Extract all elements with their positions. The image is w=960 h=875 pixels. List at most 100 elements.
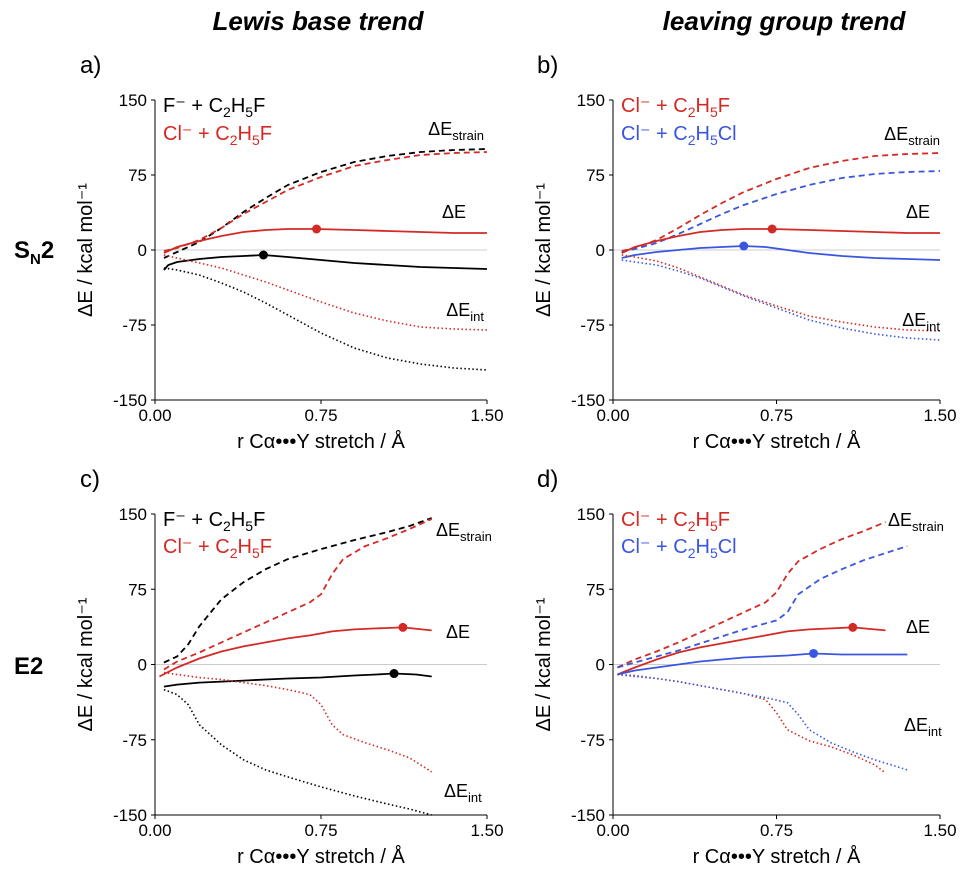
annotation-label: ΔEstrain <box>428 119 484 143</box>
y-tick-label: 150 <box>577 91 605 110</box>
row-label-sn2: SN2 <box>14 237 54 268</box>
series-line-blue-solid <box>617 652 908 676</box>
ts-marker-red <box>312 224 322 234</box>
y-tick-label: -150 <box>571 391 605 410</box>
y-tick-label: 150 <box>577 505 605 524</box>
x-tick-label: 0.75 <box>760 406 793 425</box>
ts-marker-red <box>398 622 408 632</box>
y-axis-label: ΔE / kcal mol⁻¹ <box>533 183 555 317</box>
y-tick-label: -150 <box>571 806 605 825</box>
y-tick-label: 0 <box>138 656 147 675</box>
annotation-label: ΔEint <box>904 715 942 739</box>
panel-letter: a) <box>80 52 101 79</box>
x-tick-label: 0.75 <box>304 406 337 425</box>
ts-marker-black <box>258 250 268 260</box>
y-axis-label: ΔE / kcal mol⁻¹ <box>75 597 97 731</box>
legend-entry: Cl⁻ + C2H5F <box>621 509 730 534</box>
y-tick-label: -75 <box>122 731 147 750</box>
x-tick-label: 1.50 <box>470 406 503 425</box>
annotation-label: ΔEstrain <box>436 520 492 544</box>
series-line-red-dot <box>617 673 886 774</box>
y-tick-label: 0 <box>138 241 147 260</box>
series-line-blue-solid <box>621 245 941 261</box>
annotation-label: ΔE <box>906 617 930 637</box>
annotation-label: ΔEint <box>902 310 940 334</box>
series-line-red-dash <box>163 151 488 252</box>
y-tick-label: 75 <box>128 166 147 185</box>
ts-marker-red <box>767 224 777 234</box>
y-tick-label: -75 <box>122 316 147 335</box>
series-line-red-dash <box>163 518 433 671</box>
legend-entry: Cl⁻ + C2H5F <box>163 123 272 148</box>
ts-marker-blue <box>739 241 749 251</box>
y-tick-label: 75 <box>128 580 147 599</box>
x-tick-label: 0.00 <box>138 821 171 840</box>
legend-entry: Cl⁻ + C2H5F <box>163 536 272 561</box>
series-line-black-dash <box>163 517 433 664</box>
y-tick-label: 0 <box>596 656 605 675</box>
row-label-e2: E2 <box>14 653 43 680</box>
y-tick-label: 0 <box>596 241 605 260</box>
series-line-red-solid <box>163 228 487 254</box>
x-tick-label: 0.00 <box>596 821 629 840</box>
series-line-red-dash <box>617 521 886 669</box>
series-line-black-dash <box>163 148 488 259</box>
x-tick-label: 1.50 <box>923 406 956 425</box>
legend-entry: F⁻ + C2H5F <box>163 95 265 120</box>
x-tick-label: 0.00 <box>138 406 171 425</box>
series-line-blue-dot <box>617 673 908 771</box>
annotation-label: ΔE <box>442 202 466 222</box>
series-line-blue-dash <box>617 545 908 669</box>
annotation-label: ΔEint <box>444 781 482 805</box>
annotation-label: ΔEint <box>446 300 484 324</box>
ts-marker-red <box>848 622 858 632</box>
legend-entry: Cl⁻ + C2H5F <box>621 95 730 120</box>
series-line-black-solid <box>163 254 488 271</box>
annotation-label: ΔEstrain <box>884 124 940 148</box>
series-line-blue-dash <box>621 170 941 253</box>
panel-letter: d) <box>537 466 558 493</box>
x-axis-label: r Cα•••Y stretch / Å <box>693 430 861 453</box>
annotation-label: ΔE <box>446 622 470 642</box>
series-line-red-dot <box>163 254 488 331</box>
series-line-black-dot <box>163 688 432 816</box>
y-axis-label: ΔE / kcal mol⁻¹ <box>533 597 555 731</box>
y-tick-label: 75 <box>586 166 605 185</box>
x-axis-label: r Cα•••Y stretch / Å <box>693 845 861 868</box>
series-line-red-dash <box>621 152 941 252</box>
y-tick-label: 150 <box>119 91 147 110</box>
legend-entry: F⁻ + C2H5F <box>163 509 265 534</box>
panel-letter: c) <box>80 466 100 493</box>
y-axis-label: ΔE / kcal mol⁻¹ <box>75 183 97 317</box>
series-line-black-dot <box>163 267 488 371</box>
series-line-red-dot <box>163 671 433 773</box>
y-tick-label: -75 <box>580 316 605 335</box>
series-line-red-solid <box>621 228 940 254</box>
legend-entry: Cl⁻ + C2H5Cl <box>621 536 737 561</box>
header-right: leaving group trend <box>663 6 907 36</box>
header-left: Lewis base trend <box>213 6 425 36</box>
series-line-red-solid <box>158 626 432 678</box>
legend-entry: Cl⁻ + C2H5Cl <box>621 123 737 148</box>
annotation-label: ΔEstrain <box>888 510 944 534</box>
y-tick-label: 150 <box>119 505 147 524</box>
x-tick-label: 0.00 <box>596 406 629 425</box>
panel-letter: b) <box>537 52 558 79</box>
series-line-blue-dot <box>621 259 941 341</box>
y-tick-label: 75 <box>586 580 605 599</box>
x-tick-label: 1.50 <box>470 821 503 840</box>
y-tick-label: -150 <box>113 391 147 410</box>
x-tick-label: 0.75 <box>760 821 793 840</box>
series-line-red-dot <box>621 254 941 332</box>
y-tick-label: -150 <box>113 806 147 825</box>
x-tick-label: 0.75 <box>304 821 337 840</box>
ts-marker-black <box>389 669 399 679</box>
annotation-label: ΔE <box>906 202 930 222</box>
y-tick-label: -75 <box>580 731 605 750</box>
ts-marker-blue <box>809 648 819 658</box>
